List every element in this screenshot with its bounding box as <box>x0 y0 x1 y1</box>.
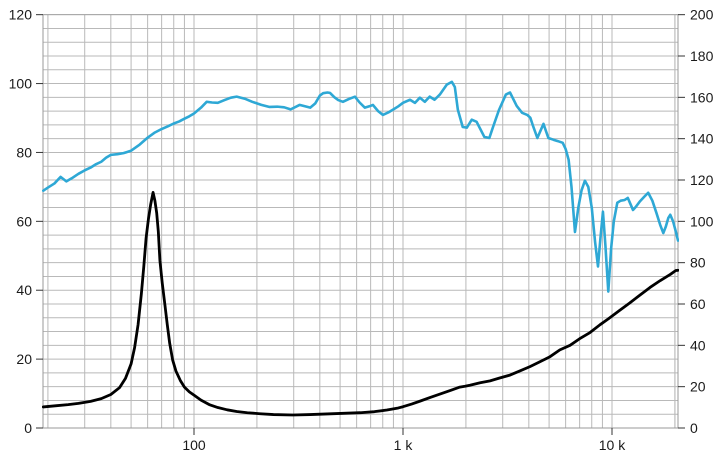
y-right-tick-label: 0 <box>690 420 698 436</box>
y-left-tick-label: 20 <box>16 351 32 367</box>
y-right-tick-label: 20 <box>690 379 706 395</box>
y-left-tick-label: 40 <box>16 282 32 298</box>
y-right-tick-label: 120 <box>690 172 714 188</box>
y-left-tick-label: 60 <box>16 213 32 229</box>
y-right-tick-label: 60 <box>690 296 706 312</box>
y-right-tick-label: 100 <box>690 213 714 229</box>
y-left-tick-label: 0 <box>24 420 32 436</box>
spl-curve <box>42 80 679 293</box>
axis-labels: 1201008060402002001801601401201008060402… <box>9 7 714 453</box>
y-right-tick-label: 160 <box>690 89 714 105</box>
axis-ticks <box>36 14 685 435</box>
x-axis-tick-label: 10 k <box>599 437 626 453</box>
y-right-tick-label: 40 <box>690 337 706 353</box>
y-right-tick-label: 140 <box>690 131 714 147</box>
y-right-tick-label: 200 <box>690 7 714 23</box>
gridlines <box>43 14 678 428</box>
y-left-tick-label: 100 <box>9 76 33 92</box>
y-left-tick-label: 120 <box>9 7 33 23</box>
impedance-curve <box>42 190 679 417</box>
x-axis-tick-label: 1 k <box>394 437 414 453</box>
x-axis-tick-label: 100 <box>182 437 206 453</box>
y-right-tick-label: 80 <box>690 255 706 271</box>
y-right-tick-label: 180 <box>690 48 714 64</box>
y-left-tick-label: 80 <box>16 144 32 160</box>
